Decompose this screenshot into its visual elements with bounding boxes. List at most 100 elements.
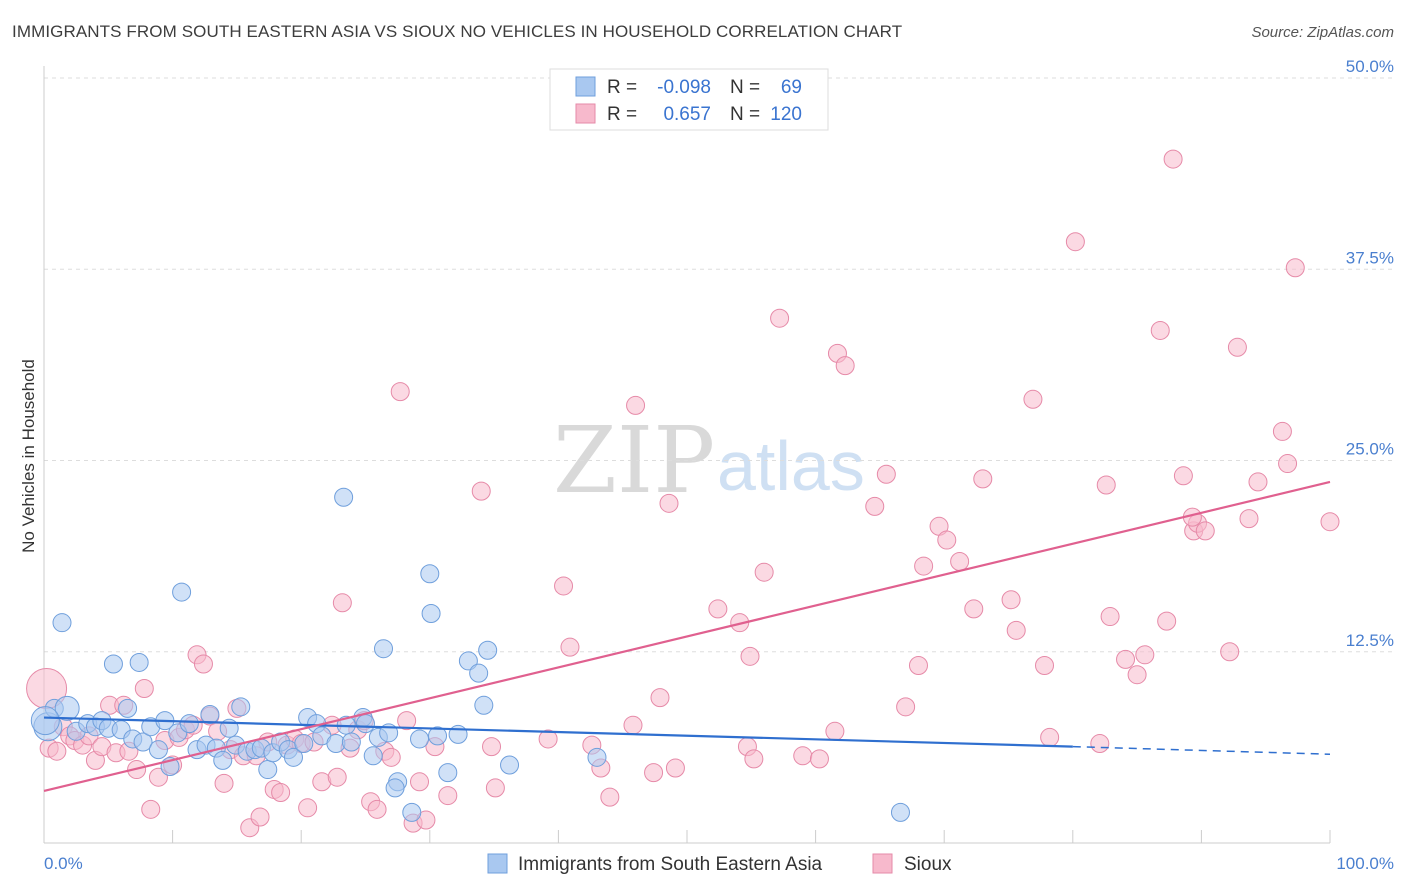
sioux-point — [1135, 645, 1155, 665]
sioux-point — [438, 786, 458, 806]
y-tick-label: 37.5% — [1346, 248, 1394, 267]
sioux-point — [381, 747, 401, 767]
immigrants-point — [148, 740, 168, 760]
sioux-point — [876, 464, 896, 484]
sioux-point — [1285, 258, 1305, 278]
sioux-point — [1320, 512, 1340, 532]
immigrants-point — [385, 778, 405, 798]
sioux-point — [390, 382, 410, 402]
immigrants-point — [587, 747, 607, 767]
sioux-point — [793, 746, 813, 766]
immigrants-point — [179, 714, 199, 734]
immigrants-point — [231, 697, 251, 717]
sioux-point — [1023, 389, 1043, 409]
y-tick-labels: 12.5% 25.0% 37.5% 50.0% — [1346, 57, 1394, 650]
sioux-point — [740, 646, 760, 666]
legend-r-value-1: -0.098 — [657, 77, 711, 98]
sioux-point — [1040, 727, 1060, 747]
sioux-point — [754, 562, 774, 582]
sioux-point — [298, 798, 318, 818]
sioux-point — [708, 599, 728, 619]
sioux-point — [665, 758, 685, 778]
sioux-point — [327, 767, 347, 787]
sioux-point — [250, 807, 270, 827]
source-credit: Source: ZipAtlas.com — [1251, 24, 1394, 41]
sioux-point — [1090, 734, 1110, 754]
sioux-point — [896, 697, 916, 717]
sioux-trend-line — [43, 480, 1331, 793]
sioux-point — [485, 778, 505, 798]
sioux-point — [1150, 320, 1170, 340]
sioux-point — [908, 656, 928, 676]
sioux-point — [1065, 232, 1085, 252]
bottom-legend-swatch-pink — [872, 853, 893, 874]
grid-lines — [44, 77, 1394, 653]
immigrants-point — [283, 747, 303, 767]
immigrants-point — [474, 695, 494, 715]
legend-r-value-2: 0.657 — [663, 104, 711, 125]
sioux-point — [623, 715, 643, 735]
legend-n-label-1: N = — [730, 77, 760, 98]
immigrants-point — [30, 706, 60, 736]
sioux-point — [835, 356, 855, 376]
immigrants-point — [469, 663, 489, 683]
correlation-legend: R = -0.098 N = 69 R = 0.657 N = 120 — [549, 68, 829, 131]
sioux-point — [134, 678, 154, 698]
sioux-point — [770, 308, 790, 328]
sioux-point — [471, 481, 491, 501]
immigrants-point — [356, 714, 375, 734]
immigrants-point — [438, 763, 458, 783]
sioux-point — [141, 799, 161, 819]
x-tick-label-max: 100.0% — [1336, 854, 1394, 873]
immigrants-point — [421, 604, 441, 623]
sioux-point — [1278, 454, 1298, 474]
legend-n-value-1: 69 — [781, 77, 802, 98]
immigrants-point — [890, 802, 910, 822]
legend-r-label-2: R = — [607, 104, 637, 125]
sioux-point — [1220, 642, 1240, 662]
immigrants-point — [374, 639, 394, 659]
watermark-atlas: atlas — [717, 427, 865, 505]
sioux-point — [1163, 149, 1183, 169]
sioux-point — [950, 551, 970, 571]
sioux-point — [271, 783, 291, 803]
sioux-point — [825, 721, 845, 741]
sioux-point — [626, 395, 646, 415]
legend-n-label-2: N = — [730, 104, 760, 125]
legend-n-value-2: 120 — [770, 104, 802, 125]
sioux-point — [397, 711, 417, 731]
sioux-point — [865, 496, 885, 516]
bottom-legend-label-sioux: Sioux — [904, 854, 952, 875]
sioux-point — [1227, 337, 1247, 357]
sioux-point — [1100, 607, 1120, 627]
sioux-point — [650, 688, 670, 708]
y-tick-label: 12.5% — [1346, 631, 1394, 650]
immigrants-point — [458, 651, 478, 671]
sioux-point — [538, 729, 558, 749]
series-immigrants-points — [30, 487, 910, 822]
immigrants-point — [172, 582, 192, 602]
legend-r-label-1: R = — [607, 77, 637, 98]
immigrants-point — [54, 695, 80, 721]
immigrants-trend-extension — [1072, 745, 1331, 756]
sioux-point — [193, 654, 213, 674]
sioux-point — [964, 599, 984, 619]
sioux-point — [482, 737, 502, 757]
sioux-point — [554, 576, 574, 596]
sioux-point — [1127, 665, 1147, 685]
sioux-point — [600, 787, 620, 807]
y-tick-label: 50.0% — [1346, 57, 1394, 76]
legend-swatch-blue — [575, 76, 596, 97]
immigrants-point — [402, 802, 422, 822]
legend-swatch-pink — [575, 103, 596, 124]
sioux-point — [214, 773, 234, 793]
x-tick-label-min: 0.0% — [44, 854, 83, 873]
immigrants-point — [420, 564, 440, 584]
y-tick-label: 25.0% — [1346, 440, 1394, 459]
immigrants-point — [478, 640, 498, 660]
immigrants-point — [52, 613, 72, 633]
x-axis-ticks — [43, 830, 1331, 843]
sioux-point — [1157, 611, 1177, 631]
sioux-point — [1006, 620, 1026, 640]
